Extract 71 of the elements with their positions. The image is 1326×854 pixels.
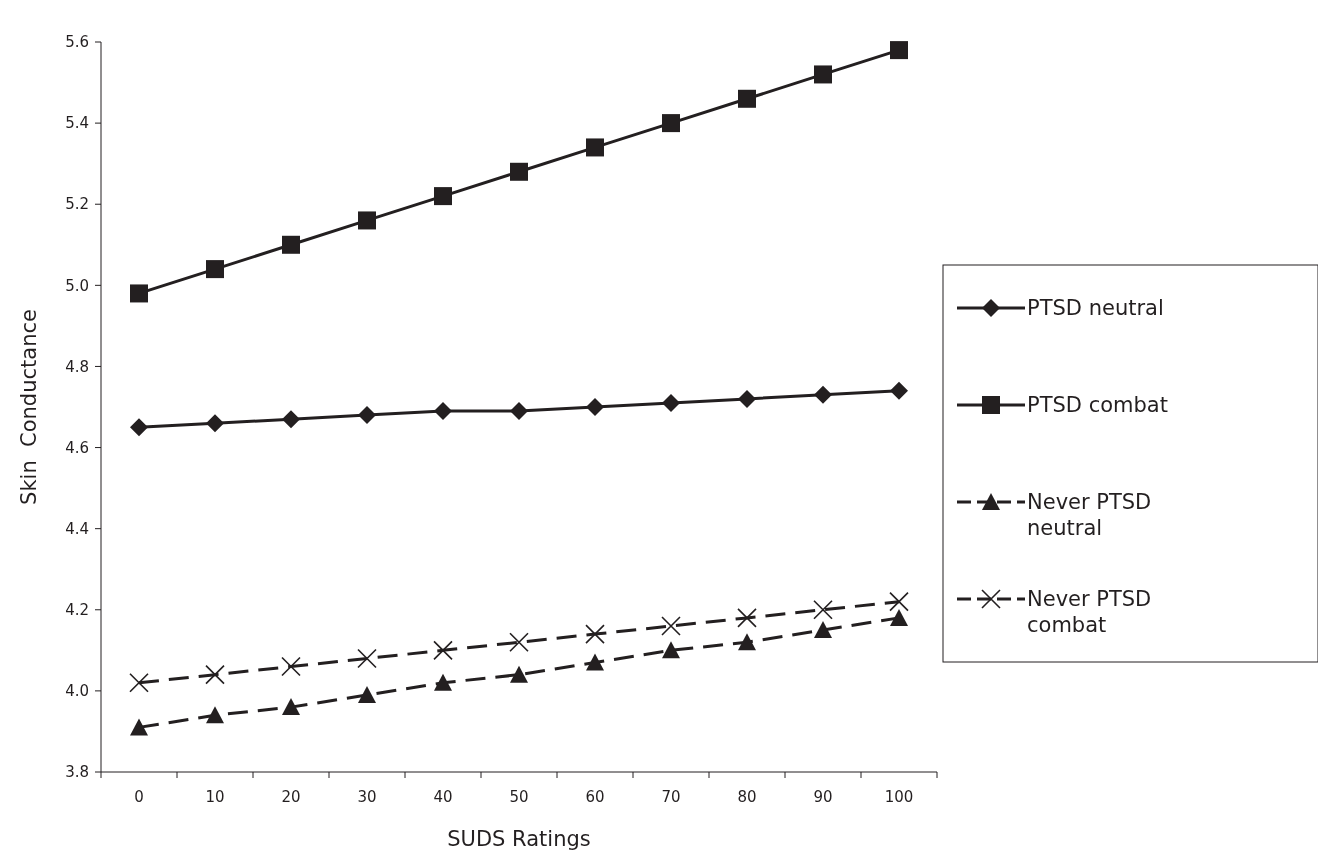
y-axis-title: Skin Conductance <box>17 309 41 505</box>
y-tick-label: 3.8 <box>65 763 89 782</box>
point <box>130 418 148 437</box>
point <box>282 410 300 429</box>
point <box>814 385 832 404</box>
y-tick-label: 4.8 <box>65 357 89 376</box>
x-tick-label: 100 <box>884 788 914 806</box>
point <box>129 672 149 693</box>
x-tick-label: 70 <box>661 788 681 806</box>
point <box>357 648 377 669</box>
point <box>358 685 376 703</box>
y-tick-label: 5.4 <box>65 114 89 133</box>
point <box>814 65 832 84</box>
point <box>282 235 300 254</box>
point <box>586 653 604 671</box>
y-tick-label: 4.0 <box>65 682 89 701</box>
point <box>510 665 528 683</box>
x-tick-label: 0 <box>134 788 144 806</box>
point <box>130 284 148 303</box>
point <box>662 393 680 412</box>
x-tick-label: 20 <box>281 788 301 806</box>
point <box>890 381 908 400</box>
legend-label: PTSD neutral <box>1027 296 1164 321</box>
point <box>738 633 756 651</box>
point <box>586 398 604 416</box>
point <box>661 616 681 636</box>
point <box>586 138 604 157</box>
x-tick-label: 90 <box>813 788 833 806</box>
point <box>889 591 909 612</box>
point <box>433 640 453 661</box>
y-tick-label: 5.6 <box>65 33 89 52</box>
point <box>282 698 300 716</box>
point <box>585 624 605 644</box>
point <box>738 89 756 108</box>
point <box>814 621 832 639</box>
point <box>434 402 452 421</box>
point <box>206 706 224 724</box>
x-tick-label: 80 <box>737 788 757 806</box>
legend-label: PTSD combat <box>1027 393 1168 418</box>
point <box>510 402 528 421</box>
point <box>206 260 224 279</box>
point <box>358 406 376 425</box>
y-tick-label: 4.6 <box>65 438 89 457</box>
point <box>510 162 528 181</box>
point <box>130 718 148 736</box>
point <box>662 114 680 133</box>
point <box>434 187 452 206</box>
y-tick-label: 5.0 <box>65 276 89 295</box>
legend-label: Never PTSD combat <box>1027 587 1152 637</box>
point <box>737 608 757 628</box>
point <box>281 656 301 677</box>
x-axis-title: SUDS Ratings <box>447 827 591 851</box>
x-tick-label: 10 <box>205 788 225 806</box>
y-tick-label: 4.2 <box>65 601 89 620</box>
x-tick-label: 40 <box>433 788 453 806</box>
point <box>890 608 908 626</box>
point <box>205 664 225 685</box>
x-tick-label: 30 <box>357 788 377 806</box>
point <box>662 641 680 659</box>
point <box>890 41 908 60</box>
point <box>434 673 452 691</box>
point <box>509 632 529 653</box>
point <box>738 389 756 408</box>
point <box>358 211 376 230</box>
x-tick-label: 50 <box>509 788 529 806</box>
y-tick-label: 4.4 <box>65 519 89 538</box>
x-tick-label: 60 <box>585 788 605 806</box>
y-tick-label: 5.2 <box>65 195 89 214</box>
legend-label: Never PTSD neutral <box>1027 490 1152 540</box>
point <box>206 414 224 433</box>
point <box>813 599 833 620</box>
